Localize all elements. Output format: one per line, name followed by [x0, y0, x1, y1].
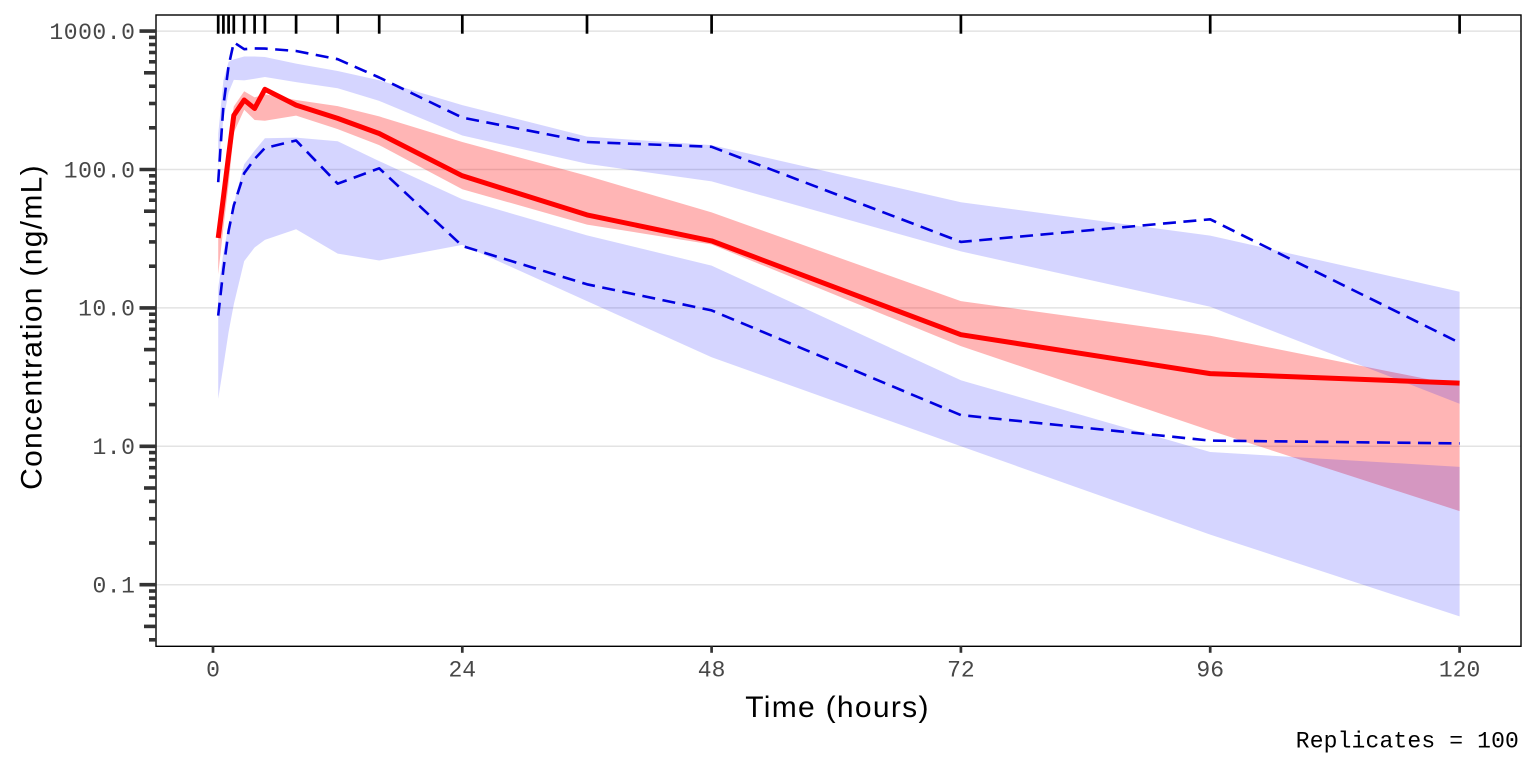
svg-text:Concentration (ng/mL): Concentration (ng/mL) [16, 164, 49, 490]
svg-text:100.0: 100.0 [64, 158, 136, 184]
svg-text:96: 96 [1196, 657, 1224, 683]
svg-text:0.1: 0.1 [92, 574, 135, 600]
svg-text:72: 72 [947, 657, 975, 683]
svg-text:1000.0: 1000.0 [49, 20, 135, 46]
svg-text:10.0: 10.0 [78, 297, 135, 323]
svg-text:Time (hours): Time (hours) [745, 691, 930, 724]
svg-text:0: 0 [206, 657, 220, 683]
svg-text:48: 48 [698, 657, 726, 683]
svg-text:24: 24 [448, 657, 476, 683]
svg-text:Replicates = 100: Replicates = 100 [1296, 729, 1519, 755]
svg-text:120: 120 [1439, 657, 1480, 683]
svg-text:1.0: 1.0 [92, 435, 135, 461]
